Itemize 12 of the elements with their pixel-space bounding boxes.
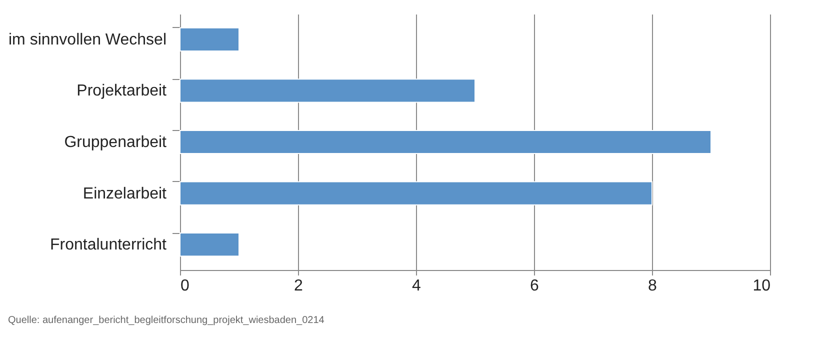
- y-tick-label: Frontalunterricht: [50, 236, 168, 254]
- y-tick-label: Projektarbeit: [76, 82, 168, 100]
- x-tick-label: 0: [180, 278, 190, 294]
- y-tick-label: im sinnvollen Wechsel: [8, 31, 166, 48]
- x-tick-label: 8: [648, 278, 658, 294]
- y-tick-label: Einzelarbeit: [82, 185, 168, 202]
- x-tick-label: 10: [752, 278, 771, 294]
- y-tick-label: Gruppenarbeit: [64, 134, 168, 151]
- x-tick-label: 6: [530, 278, 540, 294]
- x-tick-label: 4: [412, 278, 422, 294]
- x-tick-label: 2: [294, 278, 304, 294]
- source-note: Quelle: aufenanger_bericht_begleitforschung_projekt_wiesbaden_0214: [8, 315, 325, 326]
